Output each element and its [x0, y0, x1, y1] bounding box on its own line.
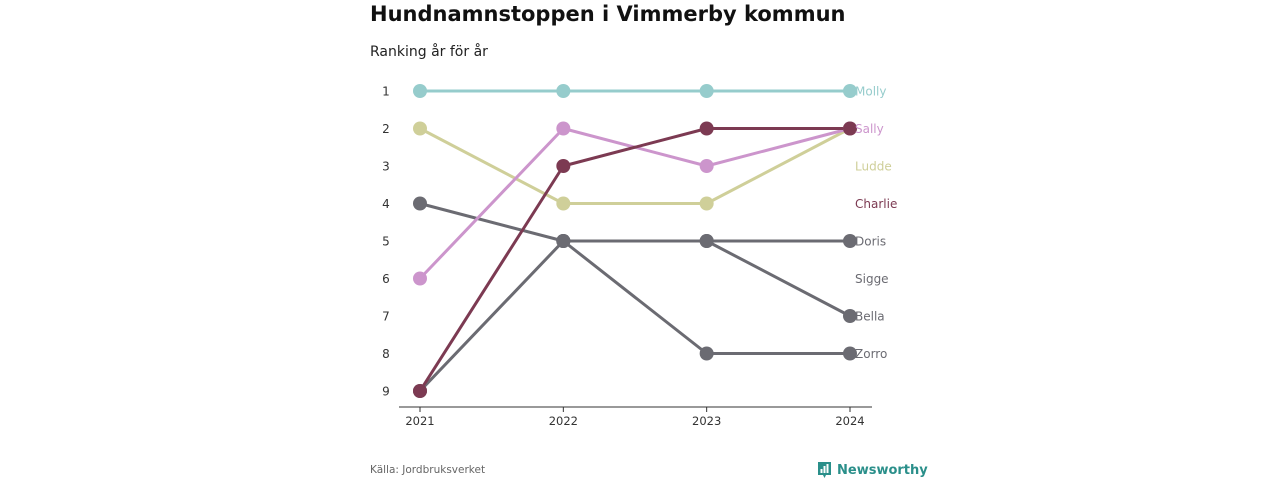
brand-logo[interactable]: Newsworthy: [817, 461, 928, 479]
data-point: [413, 121, 427, 136]
data-point: [556, 196, 571, 211]
bar-chart-icon: [818, 462, 831, 478]
data-point: [842, 309, 857, 323]
x-tick-label: 2023: [692, 414, 721, 428]
y-tick-label: 3: [382, 160, 390, 174]
data-point: [556, 234, 571, 248]
data-point: [699, 159, 714, 173]
y-tick-label: 1: [382, 85, 390, 99]
y-tick-label: 4: [382, 197, 390, 211]
y-tick-label: 7: [382, 310, 390, 324]
series-labels: Molly Sally Ludde Charlie Doris Sigge Bella Zor…: [855, 85, 897, 362]
data-point: [842, 121, 857, 136]
series-end-label: Zorro: [855, 347, 887, 361]
series-points: [413, 84, 857, 398]
data-point: [699, 121, 714, 136]
data-point: [556, 121, 571, 136]
series-end-label: Sally: [855, 122, 884, 136]
data-point: [842, 84, 857, 98]
data-point: [413, 196, 427, 211]
chart-title: Hundnamnstoppen i Vimmerby kommun: [370, 2, 846, 26]
chart-subtitle: Ranking år för år: [370, 44, 488, 60]
data-point: [842, 346, 857, 361]
series-end-label: Ludde: [855, 160, 892, 174]
data-point: [556, 84, 571, 98]
x-tick-label: 2024: [835, 414, 864, 428]
series-lines: [418, 89, 852, 393]
data-point: [699, 234, 714, 248]
y-tick-label: 6: [382, 272, 390, 286]
brand-name: Newsworthy: [837, 462, 928, 478]
data-point: [556, 159, 571, 173]
data-point: [413, 84, 427, 98]
series-line: [418, 239, 852, 393]
x-axis: 2021 2022 2023 2024: [399, 406, 872, 428]
y-tick-label: 9: [382, 385, 390, 399]
data-point: [699, 84, 714, 98]
series-end-label: Charlie: [855, 197, 897, 211]
series-end-label: Molly: [855, 85, 886, 99]
series-end-label: Sigge: [855, 272, 889, 286]
data-point: [699, 196, 714, 211]
series-line: [418, 127, 852, 393]
series-end-label: Bella: [855, 310, 885, 324]
y-axis: 1 2 3 4 5 6 7 8 9: [382, 85, 390, 399]
y-tick-label: 5: [382, 235, 390, 249]
x-tick-label: 2021: [405, 414, 434, 428]
data-point: [413, 384, 427, 398]
source-note: Källa: Jordbruksverket: [370, 464, 486, 476]
series-line: [418, 127, 852, 205]
y-tick-label: 8: [382, 347, 390, 361]
x-tick-label: 2022: [549, 414, 578, 428]
data-point: [842, 234, 857, 248]
data-point: [413, 271, 427, 286]
series-end-label: Doris: [855, 235, 886, 249]
data-point: [699, 346, 714, 361]
y-tick-label: 2: [382, 122, 390, 136]
